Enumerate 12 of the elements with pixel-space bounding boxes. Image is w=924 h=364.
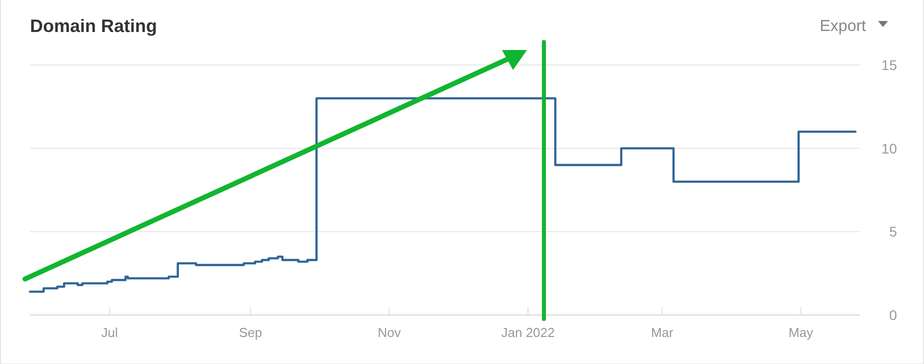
- x-tick-label: Jul: [101, 325, 118, 340]
- text: Export: [820, 18, 867, 35]
- x-tick-label: Jan 2022: [501, 325, 555, 340]
- y-tick-label: 5: [889, 224, 898, 240]
- y-tick-label: 0: [889, 307, 898, 323]
- chart-title: Domain Rating: [30, 16, 158, 36]
- x-tick-label: Nov: [378, 325, 402, 340]
- y-tick-label: 10: [881, 140, 898, 156]
- x-tick-label: Mar: [650, 325, 674, 340]
- y-tick-label: 15: [881, 57, 898, 73]
- x-tick-label: May: [788, 325, 814, 340]
- x-tick-label: Sep: [239, 325, 262, 340]
